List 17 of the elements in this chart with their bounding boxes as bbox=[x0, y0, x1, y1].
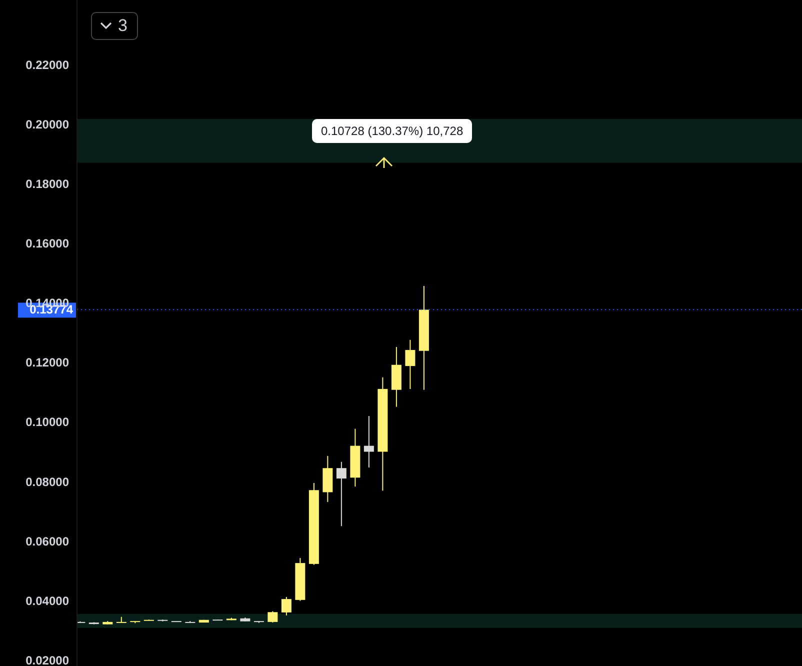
y-tick-label: 0.16000 bbox=[26, 236, 70, 251]
y-tick-label: 0.12000 bbox=[26, 356, 70, 370]
y-tick-label: 0.20000 bbox=[26, 118, 70, 132]
candlestick bbox=[336, 461, 346, 527]
annotation: 3 bbox=[118, 16, 128, 36]
y-tick-label: 0.04000 bbox=[26, 594, 70, 608]
y-tick-label: 0.22000 bbox=[26, 58, 70, 72]
annotation: 0.10728 (130.37%) 10,728 bbox=[312, 119, 472, 143]
y-tick-label: 0.08000 bbox=[26, 474, 70, 489]
candlestick bbox=[281, 596, 292, 616]
y-tick-label: 0.06000 bbox=[26, 534, 70, 548]
candlestick bbox=[405, 339, 416, 390]
candlestick bbox=[268, 610, 278, 624]
candlestick bbox=[364, 416, 374, 468]
y-tick-label: 0.18000 bbox=[26, 177, 70, 192]
y-tick-label: 0.02000 bbox=[26, 653, 70, 666]
y-tick-label: 0.10000 bbox=[26, 415, 70, 430]
